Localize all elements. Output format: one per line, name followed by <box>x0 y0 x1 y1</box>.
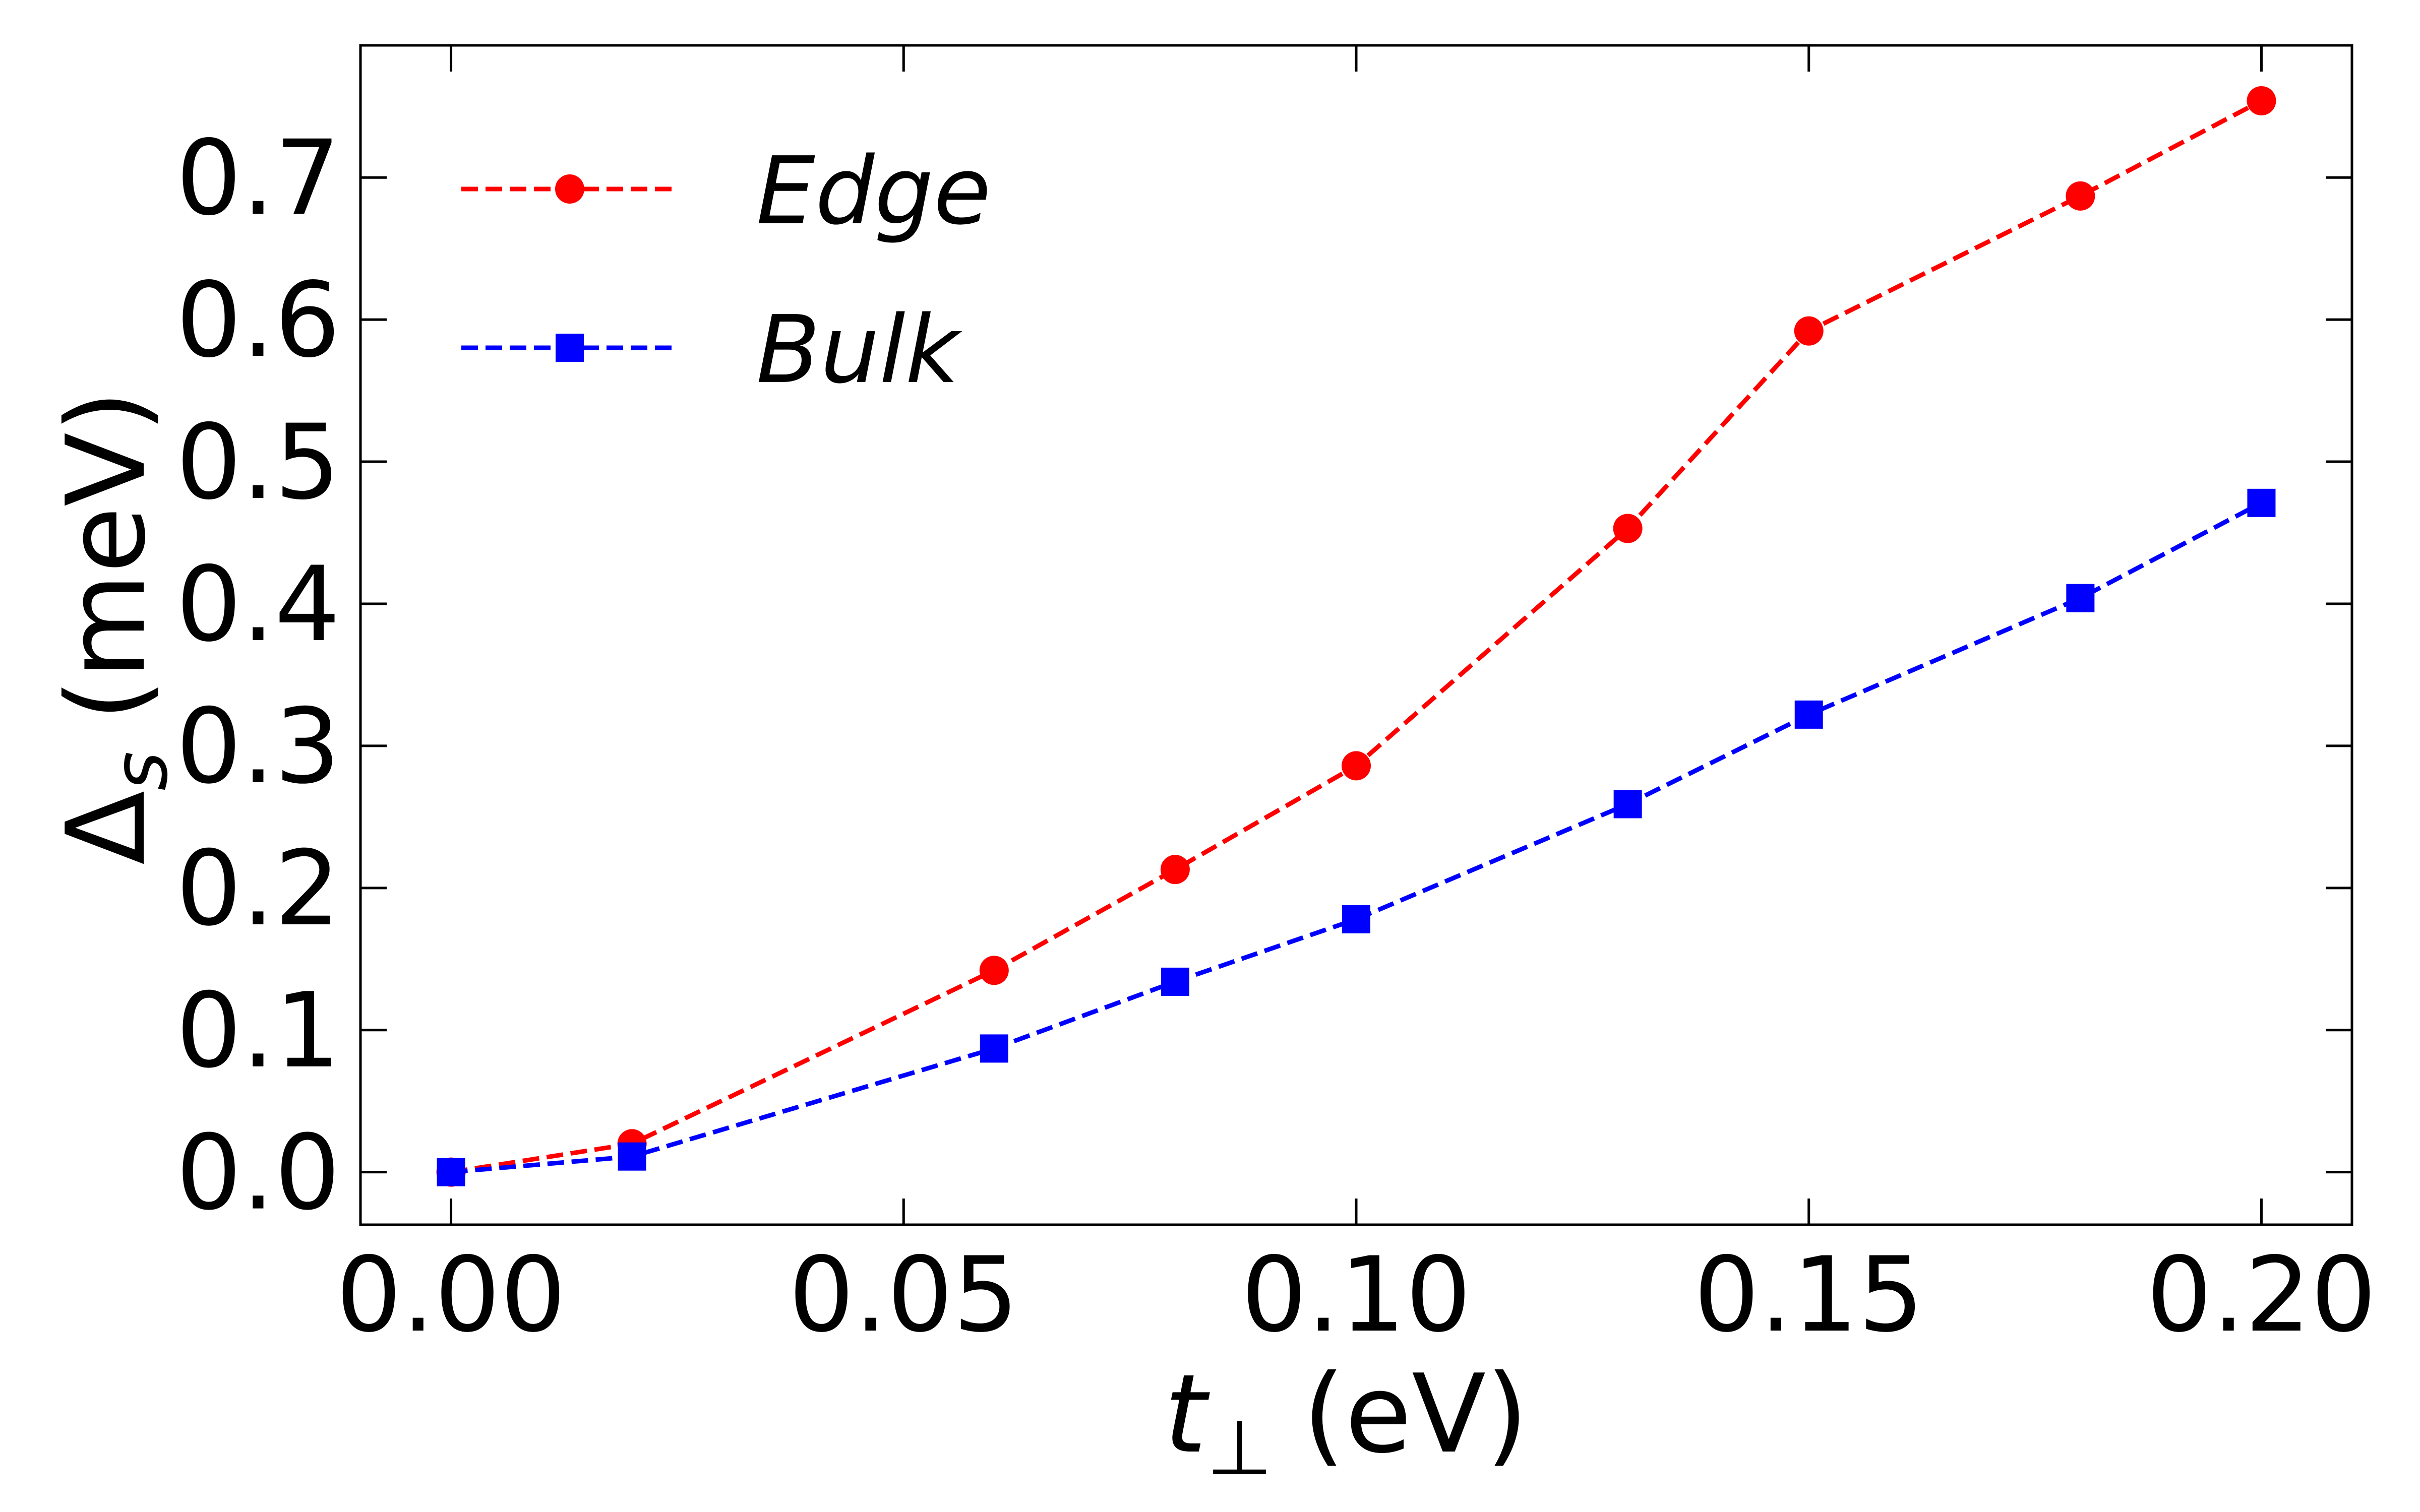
y-axis-subscript: s <box>97 751 185 791</box>
bulk-point <box>618 1142 646 1171</box>
y-tick-label: 0.3 <box>176 687 340 807</box>
x-tick-label: 0.20 <box>2146 1235 2376 1355</box>
x-tick-label: 0.00 <box>336 1235 566 1355</box>
edge-point <box>1160 855 1190 885</box>
x-tick-label: 0.10 <box>1241 1235 1471 1355</box>
edge-point <box>1613 514 1643 543</box>
plot-frame <box>359 44 2353 1226</box>
x-axis-subscript: ⊥ <box>1206 1405 1273 1492</box>
legend-item-bulk: Bulk <box>461 295 963 404</box>
bulk-point <box>2066 584 2095 612</box>
edge-point <box>979 956 1009 985</box>
y-tick-label: 0.1 <box>176 971 340 1091</box>
x-axis-label: t⊥ (eV) <box>1164 1351 1528 1492</box>
edge-point <box>2247 86 2276 115</box>
edge-point <box>1794 316 1824 346</box>
x-tick-label: 0.15 <box>1694 1235 1924 1355</box>
bulk-point <box>1794 700 1823 729</box>
legend-label-bulk: Bulk <box>756 295 963 404</box>
y-tick-label: 0.4 <box>176 545 340 665</box>
legend-marker-edge <box>555 174 584 204</box>
x-tick-label: 0.05 <box>789 1235 1018 1355</box>
y-axis-label: Δs (meV) <box>43 390 185 865</box>
bulk-point <box>437 1158 465 1186</box>
y-tick-label: 0.6 <box>176 261 340 381</box>
y-tick-label: 0.0 <box>176 1113 340 1233</box>
edge-point <box>1342 751 1371 781</box>
legend: Edge Bulk <box>461 137 991 404</box>
bulk-point <box>980 1034 1008 1063</box>
legend-item-edge: Edge <box>461 137 991 245</box>
data-series <box>436 86 2276 1187</box>
edge-point <box>2066 181 2095 211</box>
bulk-point <box>1342 905 1370 933</box>
legend-label-edge: Edge <box>756 137 991 245</box>
y-tick-label: 0.5 <box>176 403 340 523</box>
legend-marker-bulk <box>556 334 584 362</box>
bulk-point <box>1161 967 1189 996</box>
x-axis-unit: (eV) <box>1303 1351 1528 1477</box>
y-axis-variable: Δ <box>43 791 169 865</box>
bulk-point <box>1613 790 1642 818</box>
y-tick-label: 0.2 <box>176 829 340 949</box>
bulk-series <box>437 488 2276 1186</box>
bulk-point <box>2247 488 2276 517</box>
y-tick-label: 0.7 <box>176 118 340 238</box>
y-axis-unit: (meV) <box>43 390 169 721</box>
x-axis-variable: t <box>1164 1351 1210 1477</box>
axis-ticks: 0.00 0.05 0.10 0.15 0.20 0.0 0.1 0.2 0.3 0.4 0.5 0.… <box>176 45 2377 1355</box>
